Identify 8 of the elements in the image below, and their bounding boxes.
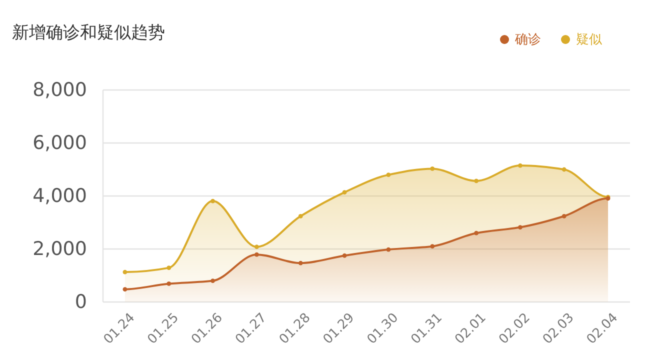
y-tick-label: 8,000: [32, 79, 87, 101]
y-tick-label: 4,000: [32, 185, 87, 207]
y-tick-label: 0: [74, 291, 87, 313]
y-tick-label: 2,000: [32, 238, 87, 260]
legend-label: 疑似: [576, 32, 602, 48]
legend-label: 确诊: [514, 32, 541, 48]
y-tick-label: 6,000: [32, 132, 87, 154]
chart-title: 新增确诊和疑似趋势: [12, 23, 165, 43]
